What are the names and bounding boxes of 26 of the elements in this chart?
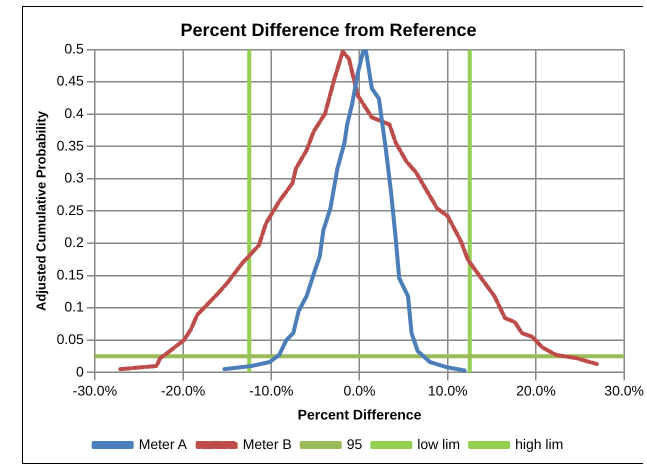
legend-label: Meter B: [242, 436, 292, 452]
y-tick-label: 0: [76, 363, 84, 380]
y-tick-label: 0.1: [64, 298, 84, 315]
y-tick-label: 0.15: [56, 266, 84, 282]
legend-label: low lim: [417, 436, 460, 452]
y-tick-label: 0.5: [64, 40, 84, 56]
x-tick-label: 0.0%: [344, 382, 376, 399]
x-axis-title: Percent Difference: [298, 406, 422, 422]
y-tick-label: 0.25: [56, 202, 84, 218]
x-tick-label: -30.0%: [72, 382, 118, 399]
x-tick-label: -10.0%: [249, 382, 294, 399]
y-tick-label: 0.3: [64, 170, 84, 186]
y-tick-label: 0.4: [64, 105, 84, 122]
y-tick-label: 0.05: [56, 330, 84, 347]
y-tick-label: 0.45: [56, 72, 84, 89]
legend-label: 95: [346, 436, 363, 452]
legend-label: Meter A: [138, 436, 188, 452]
x-tick-label: -20.0%: [160, 382, 206, 399]
y-axis-title: Adjusted Cumulative Probability: [33, 110, 48, 312]
x-tick-label: 20.0%: [516, 382, 556, 399]
x-tick-label: 10.0%: [428, 382, 468, 399]
x-tick-label: 30.0%: [604, 382, 644, 399]
y-tick-label: 0.2: [64, 234, 84, 250]
chart-title: Percent Difference from Reference: [180, 20, 477, 40]
legend-label: high lim: [515, 436, 564, 452]
y-tick-label: 0.35: [56, 137, 84, 154]
